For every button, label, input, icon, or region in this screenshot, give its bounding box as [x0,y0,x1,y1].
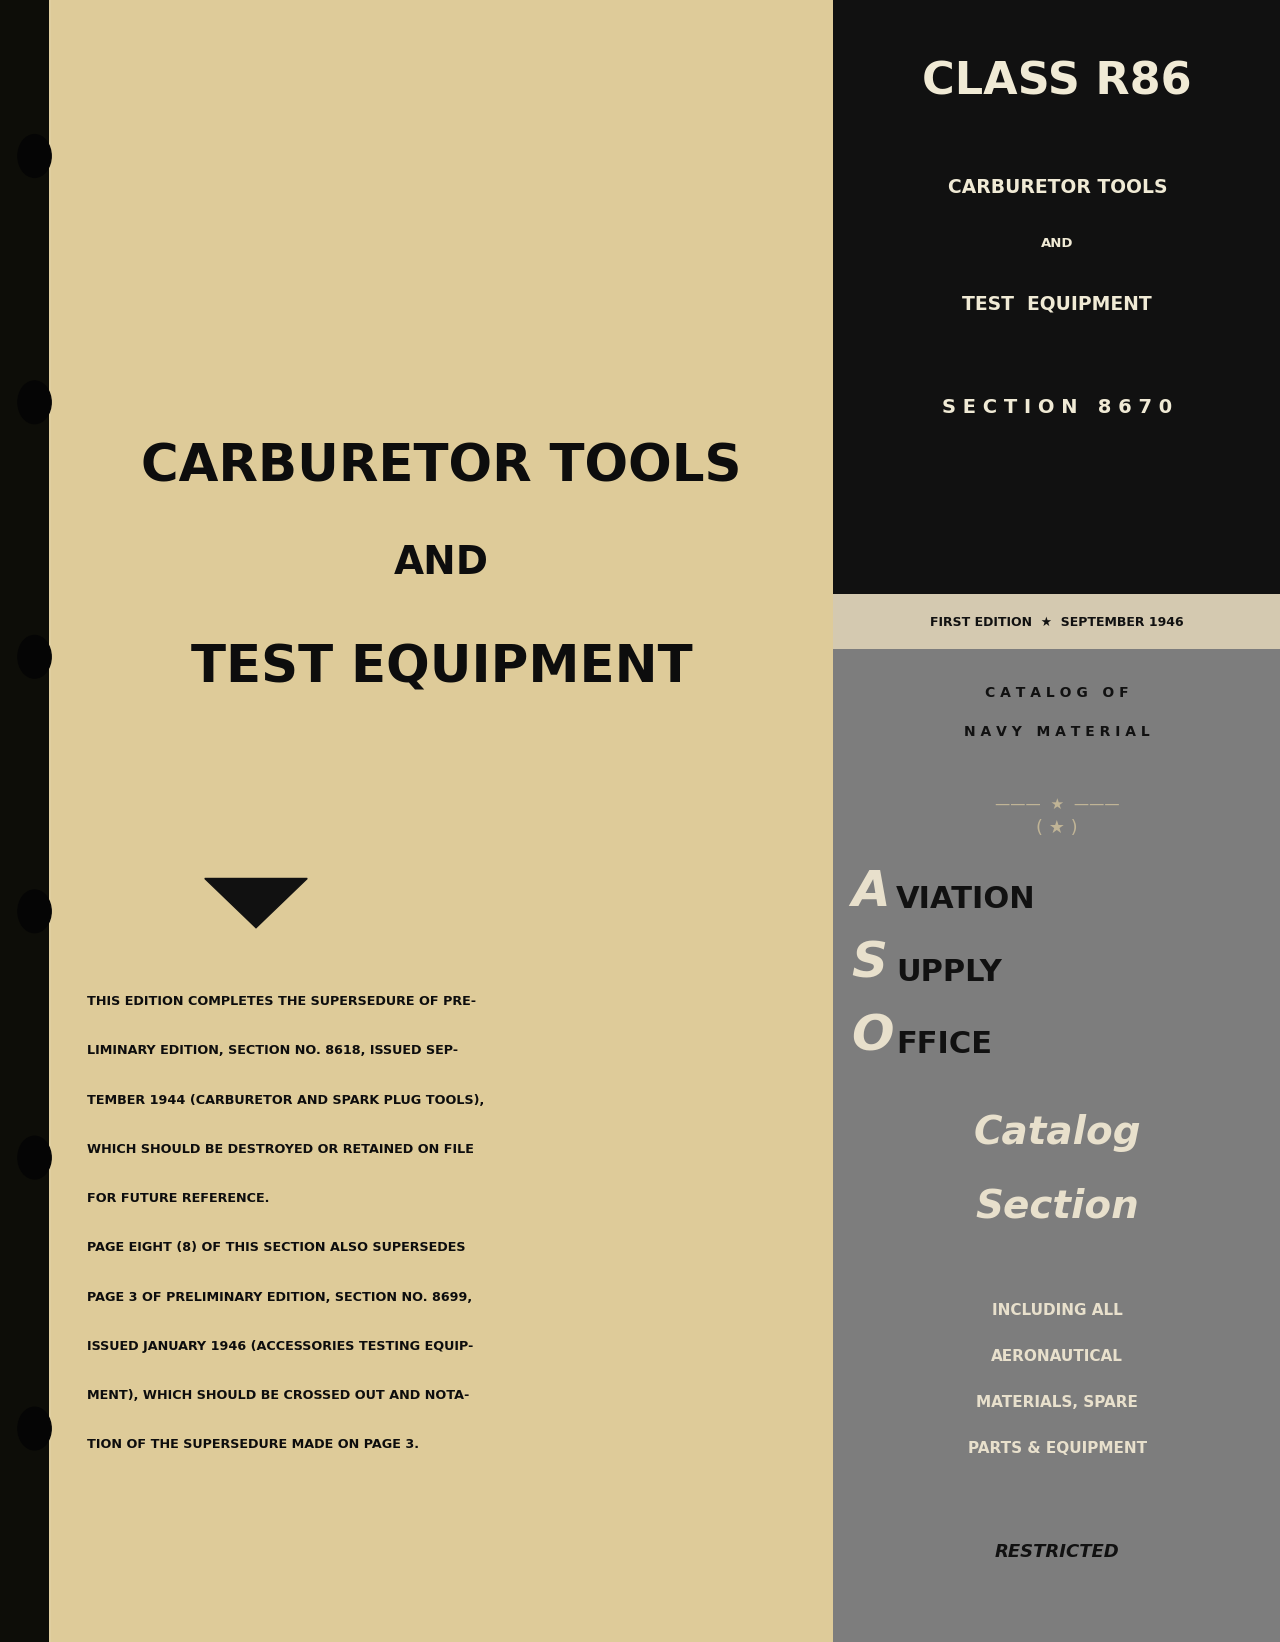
Text: MATERIALS, SPARE: MATERIALS, SPARE [977,1394,1138,1410]
Text: ( ★ ): ( ★ ) [1037,819,1078,836]
Text: VIATION: VIATION [896,885,1036,915]
Circle shape [18,135,51,177]
Bar [51,0,833,1642]
Text: ———  ★  ———: ——— ★ ——— [995,796,1120,813]
Text: C A T A L O G   O F: C A T A L O G O F [986,686,1129,699]
Text: UPPLY: UPPLY [896,957,1002,987]
Text: AND: AND [1041,236,1074,250]
Text: LIMINARY EDITION, SECTION NO. 8618, ISSUED SEP-: LIMINARY EDITION, SECTION NO. 8618, ISSU… [87,1044,458,1057]
Text: FOR FUTURE REFERENCE.: FOR FUTURE REFERENCE. [87,1192,269,1205]
Text: TEST  EQUIPMENT: TEST EQUIPMENT [963,294,1152,314]
Text: CARBURETOR TOOLS: CARBURETOR TOOLS [141,443,742,493]
Text: THIS EDITION COMPLETES THE SUPERSEDURE OF PRE-: THIS EDITION COMPLETES THE SUPERSEDURE O… [87,995,476,1008]
Text: A: A [851,867,890,916]
Text: CLASS R86: CLASS R86 [923,61,1192,103]
Bar [833,649,1280,1642]
Bar [833,594,1280,649]
Circle shape [18,381,51,424]
Text: INCLUDING ALL: INCLUDING ALL [992,1302,1123,1319]
Polygon shape [205,878,307,928]
Bar [0,0,833,1642]
Text: Catalog: Catalog [974,1113,1140,1153]
Text: N A V Y   M A T E R I A L: N A V Y M A T E R I A L [964,726,1151,739]
Text: O: O [851,1011,893,1061]
Circle shape [18,1136,51,1179]
Circle shape [18,635,51,678]
Text: PARTS & EQUIPMENT: PARTS & EQUIPMENT [968,1440,1147,1456]
Text: CARBURETOR TOOLS: CARBURETOR TOOLS [947,177,1167,197]
Text: S E C T I O N   8 6 7 0: S E C T I O N 8 6 7 0 [942,397,1172,417]
Circle shape [18,890,51,933]
Text: AERONAUTICAL: AERONAUTICAL [991,1348,1124,1365]
Text: FIRST EDITION  ★  SEPTEMBER 1946: FIRST EDITION ★ SEPTEMBER 1946 [931,616,1184,629]
Bar [0,0,49,1642]
Text: RESTRICTED: RESTRICTED [995,1543,1120,1560]
Circle shape [18,1407,51,1450]
Text: Section: Section [975,1187,1139,1227]
Text: TEST EQUIPMENT: TEST EQUIPMENT [191,644,692,693]
Text: MENT), WHICH SHOULD BE CROSSED OUT AND NOTA-: MENT), WHICH SHOULD BE CROSSED OUT AND N… [87,1389,470,1402]
Text: AND: AND [394,544,489,583]
Text: TION OF THE SUPERSEDURE MADE ON PAGE 3.: TION OF THE SUPERSEDURE MADE ON PAGE 3. [87,1438,419,1452]
Bar [833,0,1280,594]
Text: ISSUED JANUARY 1946 (ACCESSORIES TESTING EQUIP-: ISSUED JANUARY 1946 (ACCESSORIES TESTING… [87,1340,474,1353]
Text: S: S [851,939,887,988]
Text: TEMBER 1944 (CARBURETOR AND SPARK PLUG TOOLS),: TEMBER 1944 (CARBURETOR AND SPARK PLUG T… [87,1094,484,1107]
Text: FFICE: FFICE [896,1030,992,1059]
Text: PAGE EIGHT (8) OF THIS SECTION ALSO SUPERSEDES: PAGE EIGHT (8) OF THIS SECTION ALSO SUPE… [87,1241,466,1254]
Text: WHICH SHOULD BE DESTROYED OR RETAINED ON FILE: WHICH SHOULD BE DESTROYED OR RETAINED ON… [87,1143,474,1156]
Text: PAGE 3 OF PRELIMINARY EDITION, SECTION NO. 8699,: PAGE 3 OF PRELIMINARY EDITION, SECTION N… [87,1291,472,1304]
